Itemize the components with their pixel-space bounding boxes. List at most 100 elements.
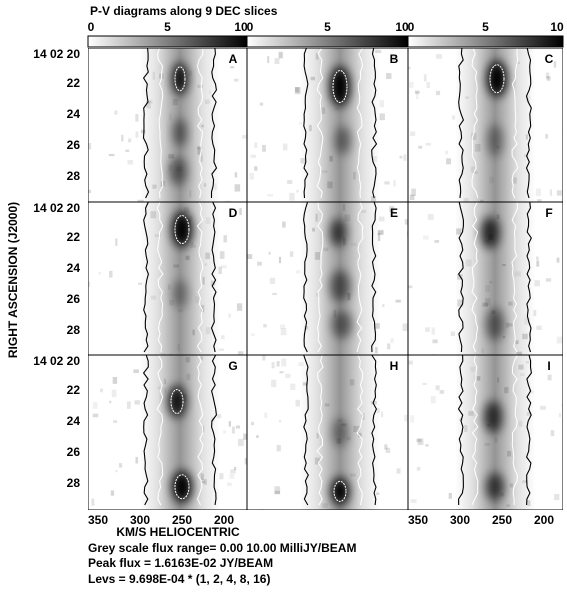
- noise: [285, 373, 291, 379]
- contour: [156, 355, 164, 506]
- noise: [271, 362, 275, 369]
- pv-panel: [408, 202, 563, 355]
- noise: [234, 172, 238, 178]
- noise: [219, 473, 224, 480]
- x-tick-label: 250: [492, 513, 512, 527]
- noise: [109, 400, 112, 404]
- noise: [534, 280, 540, 287]
- noise: [224, 200, 231, 202]
- noise: [276, 361, 280, 367]
- noise: [550, 430, 555, 437]
- pv-panel: [88, 202, 247, 355]
- noise: [251, 421, 254, 426]
- noise: [280, 324, 286, 329]
- noise: [536, 256, 539, 260]
- noise: [537, 199, 542, 202]
- noise: [408, 360, 413, 365]
- colorbar: [87, 35, 248, 48]
- contour: [316, 202, 324, 353]
- noise: [244, 457, 247, 465]
- panel-label: D: [229, 206, 238, 220]
- y-tick-label: 28: [67, 169, 81, 183]
- noise: [112, 377, 118, 384]
- contour: [303, 48, 309, 199]
- emission-peak: [481, 216, 499, 249]
- contour: [511, 48, 519, 199]
- noise: [282, 143, 288, 151]
- emission-peak: [173, 118, 187, 147]
- noise: [263, 324, 267, 328]
- y-tick-label: 24: [67, 414, 81, 428]
- noise: [121, 134, 124, 142]
- noise: [243, 433, 247, 440]
- emission-peak: [172, 62, 188, 95]
- noise: [236, 303, 243, 311]
- y-tick-label: 24: [67, 107, 81, 121]
- noise: [278, 256, 282, 264]
- pv-panel: [247, 48, 408, 202]
- noise: [111, 389, 117, 398]
- noise: [88, 189, 92, 194]
- noise: [535, 188, 541, 197]
- contour: [471, 48, 479, 199]
- noise: [402, 323, 408, 332]
- noise: [259, 102, 264, 106]
- contour: [143, 202, 149, 353]
- y-tick-label: 24: [67, 261, 81, 275]
- noise: [416, 466, 421, 471]
- noise: [290, 383, 296, 391]
- noise: [414, 90, 420, 94]
- y-tick-label: 22: [67, 383, 81, 397]
- y-tick-label: 22: [67, 76, 81, 90]
- y-tick-label: 26: [67, 292, 81, 306]
- noise: [135, 113, 139, 122]
- noise: [378, 216, 385, 222]
- y-tick-label: 28: [67, 323, 81, 337]
- figure-title: P-V diagrams along 9 DEC slices: [90, 4, 278, 18]
- noise: [295, 87, 301, 95]
- noise: [399, 155, 403, 159]
- contour: [457, 355, 464, 506]
- noise: [395, 299, 401, 303]
- noise: [378, 229, 384, 235]
- pv-panel: [88, 48, 247, 202]
- noise: [218, 266, 222, 275]
- panel-label: C: [545, 52, 554, 66]
- contour: [303, 355, 309, 506]
- contour: [371, 202, 377, 353]
- noise: [88, 281, 91, 287]
- colorbar-label: 10: [234, 20, 248, 34]
- y-tick-label: 26: [67, 445, 81, 459]
- noise: [118, 463, 123, 468]
- noise: [98, 272, 102, 275]
- pv-panel: [247, 355, 408, 510]
- noise: [228, 313, 232, 318]
- noise: [238, 351, 244, 355]
- noise: [256, 435, 259, 438]
- noise: [234, 184, 241, 192]
- noise: [547, 374, 552, 381]
- contour: [142, 48, 150, 199]
- noise: [287, 180, 293, 184]
- colorbar-label: 10: [395, 20, 409, 34]
- noise: [450, 331, 456, 337]
- noise: [230, 66, 235, 69]
- panel-label: E: [390, 206, 398, 220]
- x-tick-label: 250: [172, 513, 192, 527]
- noise: [418, 145, 423, 149]
- noise: [536, 325, 542, 330]
- noise: [451, 115, 456, 120]
- noise: [227, 482, 232, 486]
- noise: [221, 264, 227, 269]
- noise: [289, 251, 294, 257]
- noise: [387, 343, 391, 350]
- emission-peak: [330, 270, 350, 303]
- contour: [174, 215, 190, 245]
- contour: [174, 474, 190, 500]
- noise: [249, 173, 254, 180]
- noise: [237, 438, 244, 447]
- noise: [411, 188, 417, 196]
- colorbar-label: 5: [482, 20, 489, 34]
- contour: [210, 48, 218, 198]
- noise: [115, 470, 118, 473]
